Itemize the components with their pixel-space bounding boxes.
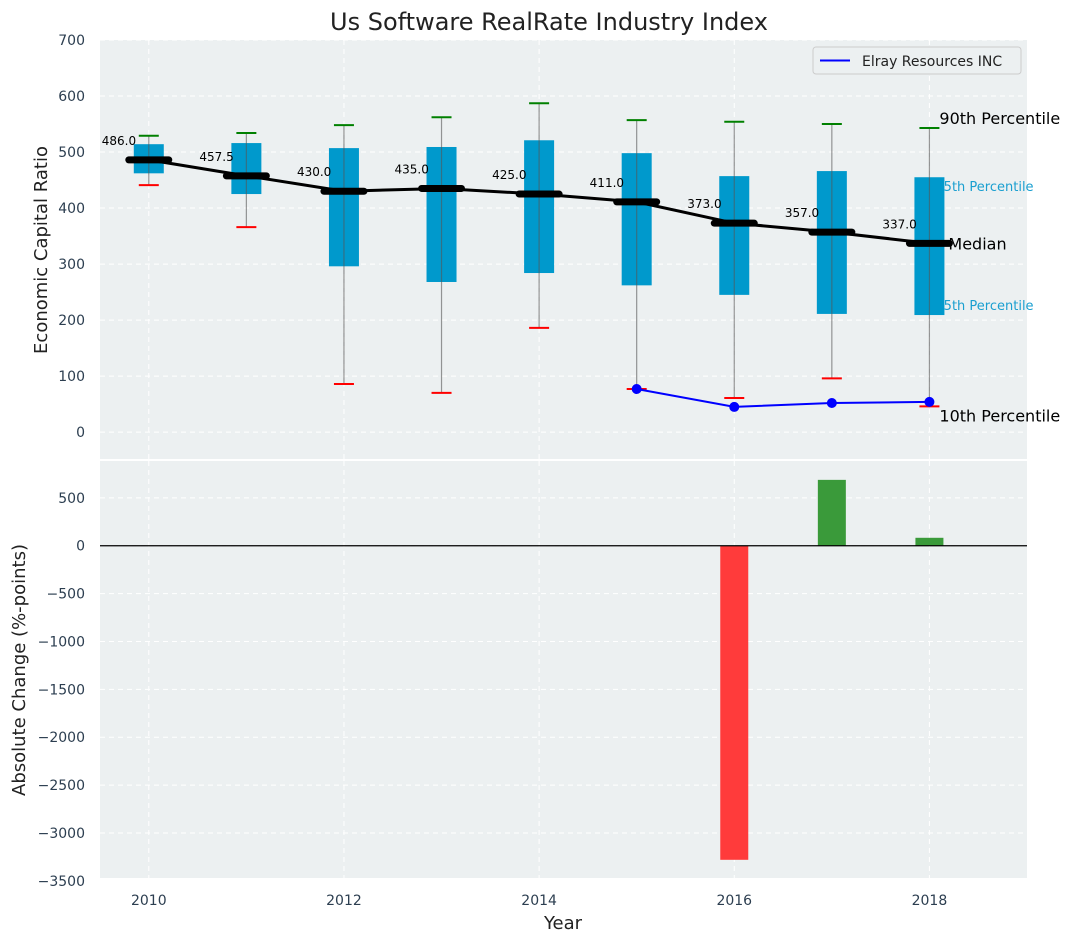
bottom-y-tick-label: −3000: [38, 826, 85, 842]
bottom-y-axis-label: Absolute Change (%-points): [9, 544, 30, 796]
top-y-tick-label: 0: [76, 425, 85, 441]
x-tick-label: 2012: [326, 893, 362, 909]
x-tick-label: 2018: [912, 893, 948, 909]
top-y-tick-label: 500: [58, 145, 85, 161]
series-point-elray: [826, 397, 837, 408]
median-data-label: 430.0: [297, 165, 331, 179]
bottom-plot-area: [100, 461, 1027, 878]
median-data-label: 425.0: [492, 168, 526, 182]
annotation-75th-percentile: 75th Percentile: [935, 180, 1033, 195]
bottom-y-tick-label: −1500: [38, 682, 85, 698]
bottom-y-tick-label: 0: [76, 539, 85, 555]
median-data-label: 337.0: [882, 217, 916, 231]
bottom-y-tick-label: −2000: [38, 730, 85, 746]
annotation-90th-percentile: 90th Percentile: [939, 109, 1060, 128]
bottom-y-tick-label: −3500: [38, 874, 85, 890]
top-y-tick-label: 100: [58, 369, 85, 385]
top-y-tick-label: 300: [58, 257, 85, 273]
series-line-elray: [636, 387, 930, 408]
top-plot-area: [100, 40, 1027, 459]
top-annotations: 90th Percentile 75th Percentile Median 25th…: [935, 109, 1060, 425]
top-y-tick-label: 400: [58, 201, 85, 217]
x-tick-label: 2016: [716, 893, 752, 909]
top-y-tick-label: 600: [58, 89, 85, 105]
bottom-y-tick-label: −2500: [38, 778, 85, 794]
median-data-label: 373.0: [687, 197, 721, 211]
top-marks: 486.0 457.5 430.0 435.0 425.0 411.0 373.0 357.0…: [102, 102, 953, 412]
annotation-10th-percentile: 10th Percentile: [939, 406, 1060, 425]
series-point-elray: [924, 396, 935, 407]
legend-label-elray: Elray Resources INC: [862, 54, 1002, 70]
x-tick-label: 2010: [131, 893, 167, 909]
annotation-25th-percentile: 25th Percentile: [935, 299, 1033, 314]
x-axis-label: Year: [543, 913, 583, 934]
axes: 2010 2012 2014 2016 2018 0 100 200 300 400 500 600 7…: [38, 33, 948, 909]
top-y-tick-label: 700: [58, 33, 85, 49]
annotation-median: Median: [948, 234, 1006, 253]
legend: Elray Resources INC: [812, 46, 1022, 75]
chart-title: Us Software RealRate Industry Index: [330, 8, 768, 36]
top-y-tick-label: 200: [58, 313, 85, 329]
bottom-y-tick-label: −500: [47, 587, 85, 603]
series-point-elray: [729, 401, 740, 412]
series-point-elray: [631, 383, 642, 394]
change-bar-2017: [817, 479, 846, 546]
median-data-label: 411.0: [590, 176, 624, 190]
median-data-label: 435.0: [395, 162, 429, 176]
bottom-y-tick-label: 500: [58, 491, 85, 507]
change-bar-2018: [915, 537, 944, 546]
top-y-axis-label: Economic Capital Ratio: [31, 146, 52, 354]
x-tick-label: 2014: [521, 893, 557, 909]
median-data-label: 457.5: [199, 150, 233, 164]
median-data-label: 357.0: [785, 206, 819, 220]
change-bar-2016: [720, 545, 749, 860]
bottom-marks: [100, 479, 1027, 860]
median-data-label: 486.0: [102, 134, 136, 148]
bottom-y-tick-label: −1000: [38, 634, 85, 650]
